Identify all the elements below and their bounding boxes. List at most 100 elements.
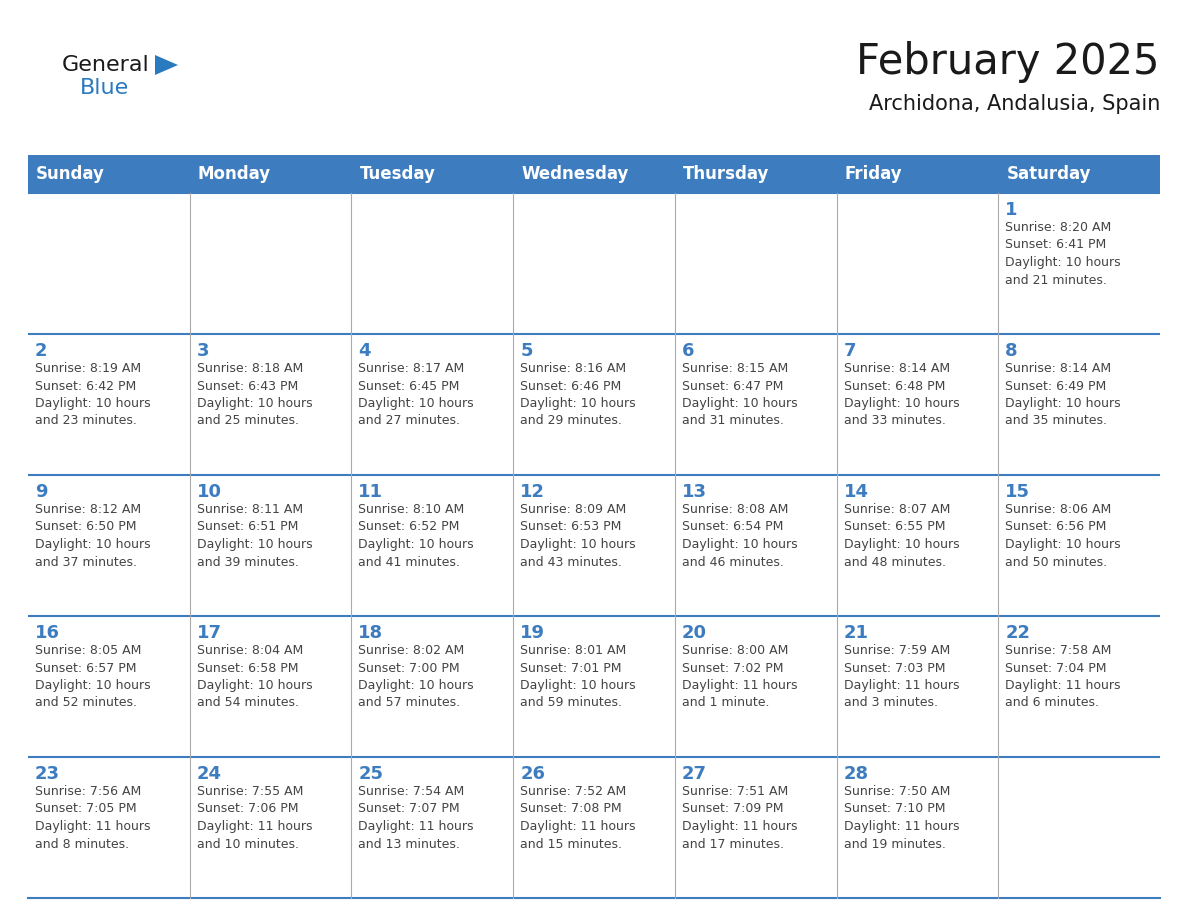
Text: 18: 18 <box>359 624 384 642</box>
Text: Blue: Blue <box>80 78 129 98</box>
Bar <box>29 616 190 757</box>
Text: Sunrise: 8:08 AM
Sunset: 6:54 PM
Daylight: 10 hours
and 46 minutes.: Sunrise: 8:08 AM Sunset: 6:54 PM Dayligh… <box>682 503 797 568</box>
Bar <box>675 757 836 898</box>
Polygon shape <box>154 55 178 75</box>
Bar <box>190 757 352 898</box>
Text: Sunrise: 8:06 AM
Sunset: 6:56 PM
Daylight: 10 hours
and 50 minutes.: Sunrise: 8:06 AM Sunset: 6:56 PM Dayligh… <box>1005 503 1121 568</box>
Text: Sunrise: 8:00 AM
Sunset: 7:02 PM
Daylight: 11 hours
and 1 minute.: Sunrise: 8:00 AM Sunset: 7:02 PM Dayligh… <box>682 644 797 710</box>
Text: Sunrise: 7:58 AM
Sunset: 7:04 PM
Daylight: 11 hours
and 6 minutes.: Sunrise: 7:58 AM Sunset: 7:04 PM Dayligh… <box>1005 644 1120 710</box>
Text: 2: 2 <box>34 342 48 360</box>
Text: Sunrise: 8:05 AM
Sunset: 6:57 PM
Daylight: 10 hours
and 52 minutes.: Sunrise: 8:05 AM Sunset: 6:57 PM Dayligh… <box>34 644 151 710</box>
Text: 24: 24 <box>197 765 222 783</box>
Text: 6: 6 <box>682 342 694 360</box>
Bar <box>352 193 513 334</box>
Text: 25: 25 <box>359 765 384 783</box>
Text: 4: 4 <box>359 342 371 360</box>
Text: Sunrise: 8:18 AM
Sunset: 6:43 PM
Daylight: 10 hours
and 25 minutes.: Sunrise: 8:18 AM Sunset: 6:43 PM Dayligh… <box>197 362 312 428</box>
Text: 23: 23 <box>34 765 61 783</box>
Bar <box>29 193 190 334</box>
Bar <box>836 475 998 616</box>
Text: Archidona, Andalusia, Spain: Archidona, Andalusia, Spain <box>868 94 1159 114</box>
Text: 21: 21 <box>843 624 868 642</box>
Text: 11: 11 <box>359 483 384 501</box>
Bar <box>675 334 836 475</box>
Text: Saturday: Saturday <box>1006 165 1091 183</box>
Text: Sunrise: 8:11 AM
Sunset: 6:51 PM
Daylight: 10 hours
and 39 minutes.: Sunrise: 8:11 AM Sunset: 6:51 PM Dayligh… <box>197 503 312 568</box>
Text: Sunrise: 8:01 AM
Sunset: 7:01 PM
Daylight: 10 hours
and 59 minutes.: Sunrise: 8:01 AM Sunset: 7:01 PM Dayligh… <box>520 644 636 710</box>
Text: Sunrise: 8:19 AM
Sunset: 6:42 PM
Daylight: 10 hours
and 23 minutes.: Sunrise: 8:19 AM Sunset: 6:42 PM Dayligh… <box>34 362 151 428</box>
Text: Sunrise: 7:51 AM
Sunset: 7:09 PM
Daylight: 11 hours
and 17 minutes.: Sunrise: 7:51 AM Sunset: 7:09 PM Dayligh… <box>682 785 797 850</box>
Text: General: General <box>62 55 150 75</box>
Text: Sunrise: 7:54 AM
Sunset: 7:07 PM
Daylight: 11 hours
and 13 minutes.: Sunrise: 7:54 AM Sunset: 7:07 PM Dayligh… <box>359 785 474 850</box>
Bar <box>998 616 1159 757</box>
Text: Thursday: Thursday <box>683 165 770 183</box>
Text: Sunrise: 8:16 AM
Sunset: 6:46 PM
Daylight: 10 hours
and 29 minutes.: Sunrise: 8:16 AM Sunset: 6:46 PM Dayligh… <box>520 362 636 428</box>
Text: 15: 15 <box>1005 483 1030 501</box>
Text: Sunrise: 7:50 AM
Sunset: 7:10 PM
Daylight: 11 hours
and 19 minutes.: Sunrise: 7:50 AM Sunset: 7:10 PM Dayligh… <box>843 785 959 850</box>
Text: Sunrise: 8:14 AM
Sunset: 6:49 PM
Daylight: 10 hours
and 35 minutes.: Sunrise: 8:14 AM Sunset: 6:49 PM Dayligh… <box>1005 362 1121 428</box>
Text: 5: 5 <box>520 342 532 360</box>
Text: 10: 10 <box>197 483 222 501</box>
Text: 7: 7 <box>843 342 857 360</box>
Text: Sunday: Sunday <box>36 165 105 183</box>
Bar <box>190 193 352 334</box>
Text: Sunrise: 7:56 AM
Sunset: 7:05 PM
Daylight: 11 hours
and 8 minutes.: Sunrise: 7:56 AM Sunset: 7:05 PM Dayligh… <box>34 785 151 850</box>
Text: February 2025: February 2025 <box>857 41 1159 83</box>
Bar <box>836 193 998 334</box>
Text: 8: 8 <box>1005 342 1018 360</box>
Bar <box>836 616 998 757</box>
Bar <box>29 155 1159 193</box>
Bar <box>513 334 675 475</box>
Text: Wednesday: Wednesday <box>522 165 628 183</box>
Text: Sunrise: 8:04 AM
Sunset: 6:58 PM
Daylight: 10 hours
and 54 minutes.: Sunrise: 8:04 AM Sunset: 6:58 PM Dayligh… <box>197 644 312 710</box>
Bar <box>352 334 513 475</box>
Text: Sunrise: 8:09 AM
Sunset: 6:53 PM
Daylight: 10 hours
and 43 minutes.: Sunrise: 8:09 AM Sunset: 6:53 PM Dayligh… <box>520 503 636 568</box>
Bar <box>513 193 675 334</box>
Text: 19: 19 <box>520 624 545 642</box>
Text: 28: 28 <box>843 765 868 783</box>
Text: Sunrise: 8:12 AM
Sunset: 6:50 PM
Daylight: 10 hours
and 37 minutes.: Sunrise: 8:12 AM Sunset: 6:50 PM Dayligh… <box>34 503 151 568</box>
Text: 9: 9 <box>34 483 48 501</box>
Bar <box>190 616 352 757</box>
Bar <box>998 334 1159 475</box>
Bar <box>513 757 675 898</box>
Bar <box>352 757 513 898</box>
Bar <box>29 757 190 898</box>
Text: Monday: Monday <box>197 165 271 183</box>
Bar <box>29 334 190 475</box>
Bar <box>998 475 1159 616</box>
Text: 12: 12 <box>520 483 545 501</box>
Text: 27: 27 <box>682 765 707 783</box>
Text: 22: 22 <box>1005 624 1030 642</box>
Text: 3: 3 <box>197 342 209 360</box>
Text: Sunrise: 8:15 AM
Sunset: 6:47 PM
Daylight: 10 hours
and 31 minutes.: Sunrise: 8:15 AM Sunset: 6:47 PM Dayligh… <box>682 362 797 428</box>
Bar <box>998 193 1159 334</box>
Bar <box>836 334 998 475</box>
Text: Sunrise: 8:10 AM
Sunset: 6:52 PM
Daylight: 10 hours
and 41 minutes.: Sunrise: 8:10 AM Sunset: 6:52 PM Dayligh… <box>359 503 474 568</box>
Text: 16: 16 <box>34 624 61 642</box>
Bar <box>352 475 513 616</box>
Text: Sunrise: 8:14 AM
Sunset: 6:48 PM
Daylight: 10 hours
and 33 minutes.: Sunrise: 8:14 AM Sunset: 6:48 PM Dayligh… <box>843 362 959 428</box>
Bar <box>675 475 836 616</box>
Text: 17: 17 <box>197 624 222 642</box>
Text: 20: 20 <box>682 624 707 642</box>
Text: Sunrise: 7:52 AM
Sunset: 7:08 PM
Daylight: 11 hours
and 15 minutes.: Sunrise: 7:52 AM Sunset: 7:08 PM Dayligh… <box>520 785 636 850</box>
Bar <box>836 757 998 898</box>
Bar <box>675 193 836 334</box>
Bar <box>513 475 675 616</box>
Bar <box>190 475 352 616</box>
Text: 14: 14 <box>843 483 868 501</box>
Text: 26: 26 <box>520 765 545 783</box>
Bar <box>675 616 836 757</box>
Bar <box>513 616 675 757</box>
Text: 1: 1 <box>1005 201 1018 219</box>
Text: Sunrise: 7:59 AM
Sunset: 7:03 PM
Daylight: 11 hours
and 3 minutes.: Sunrise: 7:59 AM Sunset: 7:03 PM Dayligh… <box>843 644 959 710</box>
Text: 13: 13 <box>682 483 707 501</box>
Text: Sunrise: 8:17 AM
Sunset: 6:45 PM
Daylight: 10 hours
and 27 minutes.: Sunrise: 8:17 AM Sunset: 6:45 PM Dayligh… <box>359 362 474 428</box>
Text: Friday: Friday <box>845 165 902 183</box>
Text: Sunrise: 8:20 AM
Sunset: 6:41 PM
Daylight: 10 hours
and 21 minutes.: Sunrise: 8:20 AM Sunset: 6:41 PM Dayligh… <box>1005 221 1121 286</box>
Text: Sunrise: 8:02 AM
Sunset: 7:00 PM
Daylight: 10 hours
and 57 minutes.: Sunrise: 8:02 AM Sunset: 7:00 PM Dayligh… <box>359 644 474 710</box>
Bar <box>998 757 1159 898</box>
Bar <box>190 334 352 475</box>
Bar <box>352 616 513 757</box>
